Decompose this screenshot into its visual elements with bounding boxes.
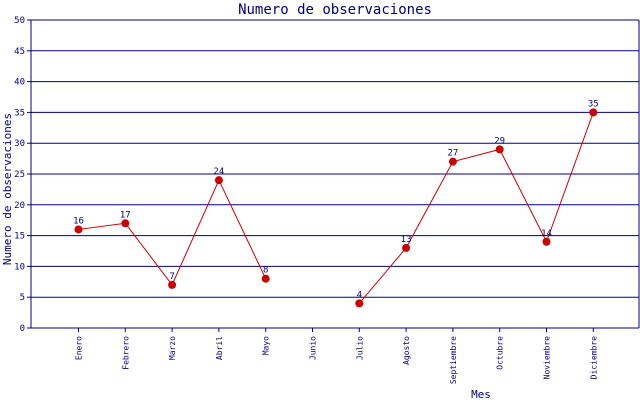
data-label: 24 [213,167,224,177]
data-point [214,176,223,185]
data-label: 8 [263,266,268,276]
data-point [589,108,598,117]
y-tick-label: 30 [14,139,25,149]
x-tick-label: Noviembre [543,336,552,380]
data-label: 16 [73,216,84,226]
data-point [121,219,130,228]
x-tick-label: Febrero [121,336,130,370]
y-tick-label: 35 [14,108,25,118]
x-tick-label: Abril [215,336,224,360]
series: 16 17 7 24 8 4 13 27 29 14 35 [73,99,599,308]
grid [31,19,639,298]
axes: 0 5 10 15 20 25 30 35 40 45 50 Enero Febrero Marzo Abr… [14,16,640,384]
y-tick-label: 40 [14,78,25,88]
x-tick-label: Mayo [262,336,271,355]
data-point [402,243,411,252]
data-label: 7 [169,272,174,282]
data-label: 14 [541,229,552,239]
data-label: 17 [120,210,131,220]
y-tick-label: 45 [14,47,25,57]
y-tick-label: 15 [14,232,25,242]
x-tick-label: Octubre [496,336,505,370]
chart-title: Numero de observaciones [238,2,432,18]
data-label: 13 [401,235,412,245]
x-tick-label: Julio [355,336,364,360]
data-point [168,280,177,289]
y-tick-label: 10 [14,262,25,272]
x-tick-label: Agosto [402,336,411,365]
data-label: 29 [494,136,505,146]
x-tick-label: Junio [309,336,318,360]
data-label: 27 [447,149,458,159]
y-tick-label: 20 [14,201,25,211]
y-tick-label: 0 [20,324,25,334]
data-point [355,299,364,308]
x-tick-label: Diciembre [589,336,598,380]
y-tick-label: 5 [20,293,25,303]
y-tick-label: 25 [14,170,25,180]
x-tick-label: Marzo [168,336,177,360]
data-point [542,237,551,246]
data-point [495,145,504,154]
series-line [358,112,594,304]
data-point [448,157,457,166]
data-label: 35 [588,99,599,109]
x-tick-label: Septiembre [449,336,458,384]
data-label: 4 [357,290,362,300]
x-axis-label: Mes [471,388,491,400]
y-tick-label: 50 [14,16,25,26]
data-point [74,225,83,234]
data-point [261,274,270,283]
series-line [78,178,267,286]
x-tick-label: Enero [75,336,84,360]
y-axis-label: Numero de observaciones [1,113,14,265]
